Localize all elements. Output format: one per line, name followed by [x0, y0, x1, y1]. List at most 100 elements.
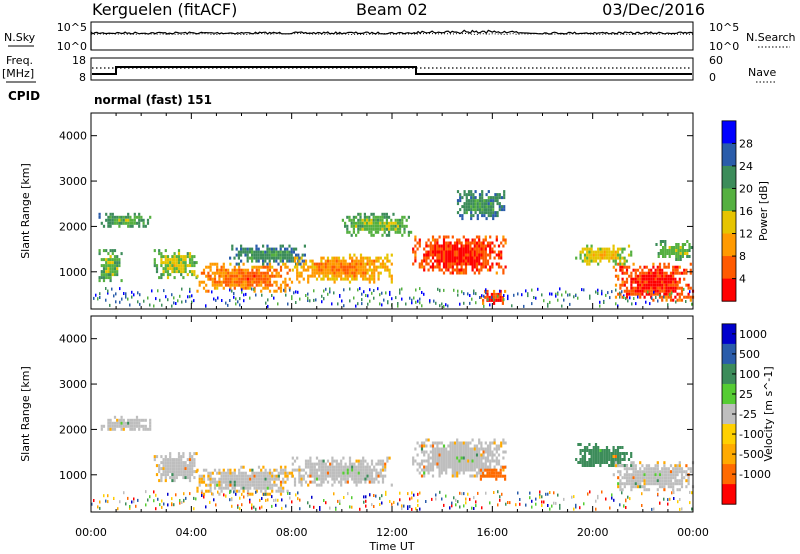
echo-cell: [470, 208, 473, 212]
echo-cell: [307, 299, 309, 302]
echo-cell: [676, 271, 679, 275]
echo-cell: [163, 289, 165, 293]
echo-cell: [313, 462, 316, 466]
echo-cell: [597, 250, 600, 254]
echo-cell: [435, 493, 437, 497]
echo-cell: [93, 499, 95, 502]
echo-cell: [233, 268, 236, 272]
echo-cell: [535, 296, 537, 300]
echo-cell: [583, 449, 587, 452]
echo-cell: [475, 456, 479, 460]
echo-cell: [456, 262, 459, 266]
echo-cell: [320, 259, 323, 263]
echo-cell: [652, 467, 655, 471]
echo-cell: [379, 459, 382, 463]
echo-cell: [209, 274, 212, 278]
echo-cell: [222, 474, 225, 478]
echo-cell: [688, 243, 691, 246]
echo-cell: [674, 265, 677, 269]
echo-cell: [113, 215, 117, 219]
echo-cell: [473, 474, 476, 478]
echo-cell: [322, 265, 325, 269]
echo-cell: [243, 293, 245, 297]
echo-cell: [186, 255, 189, 259]
echo-cell: [442, 456, 446, 460]
echo-cell: [138, 224, 141, 228]
echo-cell: [307, 474, 310, 478]
echo-cell: [220, 486, 223, 490]
echo-cell: [220, 471, 223, 475]
echo-cell: [467, 259, 470, 263]
echo-cell: [394, 218, 397, 222]
echo-cell: [623, 504, 625, 508]
echo-cell: [493, 491, 495, 494]
echo-cell: [401, 297, 403, 301]
echo-cell: [630, 280, 633, 284]
colorbar-segment: [722, 323, 736, 345]
echo-cell: [619, 479, 622, 483]
echo-cell: [579, 443, 582, 446]
station-title: Kerguelen (fitACF): [92, 0, 237, 19]
echo-cell: [166, 264, 170, 268]
echo-cell: [623, 259, 626, 263]
echo-cell: [396, 227, 399, 231]
echo-cell: [438, 235, 441, 239]
echo-cell: [149, 427, 152, 431]
echo-cell: [423, 265, 426, 269]
echo-cell: [302, 265, 305, 269]
echo-cell: [436, 459, 439, 463]
echo-cell: [239, 297, 241, 301]
echo-cell: [246, 274, 250, 278]
echo-cell: [685, 473, 688, 477]
echo-cell: [211, 471, 214, 475]
echo-cell: [368, 227, 371, 231]
echo-cell: [169, 464, 172, 468]
echo-cell: [337, 462, 341, 466]
echo-cell: [645, 265, 648, 269]
echo-cell: [231, 486, 234, 490]
echo-cell: [259, 506, 261, 510]
echo-cell: [470, 205, 473, 209]
echo-cell: [563, 497, 565, 501]
echo-cell: [625, 286, 629, 290]
echo-cell: [342, 262, 345, 266]
echo-cell: [146, 221, 150, 225]
echo-cell: [480, 256, 483, 260]
echo-cell: [484, 265, 487, 269]
echo-cell: [480, 465, 483, 469]
echo-cell: [451, 253, 454, 257]
echo-cell: [158, 252, 161, 256]
echo-cell: [674, 271, 677, 275]
echo-cell: [335, 471, 338, 475]
echo-cell: [429, 465, 432, 469]
echo-cell: [326, 480, 330, 484]
echo-cell: [238, 489, 241, 493]
echo-cell: [677, 500, 679, 504]
echo-cell: [453, 444, 457, 448]
echo-cell: [489, 247, 492, 251]
echo-cell: [231, 283, 234, 287]
echo-cell: [162, 458, 165, 462]
echo-cell: [588, 250, 591, 254]
time-xlabel: Time UT: [368, 540, 414, 553]
echo-cell: [107, 424, 110, 428]
echo-cell: [266, 277, 269, 281]
echo-cell: [621, 295, 624, 299]
echo-cell: [322, 471, 325, 475]
echo-cell: [105, 276, 108, 280]
echo-cell: [303, 244, 306, 248]
echo-cell: [353, 477, 356, 481]
echo-cell: [177, 255, 181, 259]
echo-cell: [362, 471, 365, 475]
echo-cell: [490, 292, 493, 296]
colorbar-tick-label: 25: [739, 388, 753, 401]
echo-cell: [496, 196, 499, 200]
echo-cell: [634, 476, 637, 480]
echo-cell: [445, 259, 448, 263]
echo-cell: [375, 462, 378, 466]
echo-cell: [482, 471, 485, 475]
echo-cell: [266, 274, 269, 278]
echo-cell: [200, 480, 203, 484]
echo-cell: [469, 474, 472, 478]
echo-cell: [266, 471, 269, 475]
